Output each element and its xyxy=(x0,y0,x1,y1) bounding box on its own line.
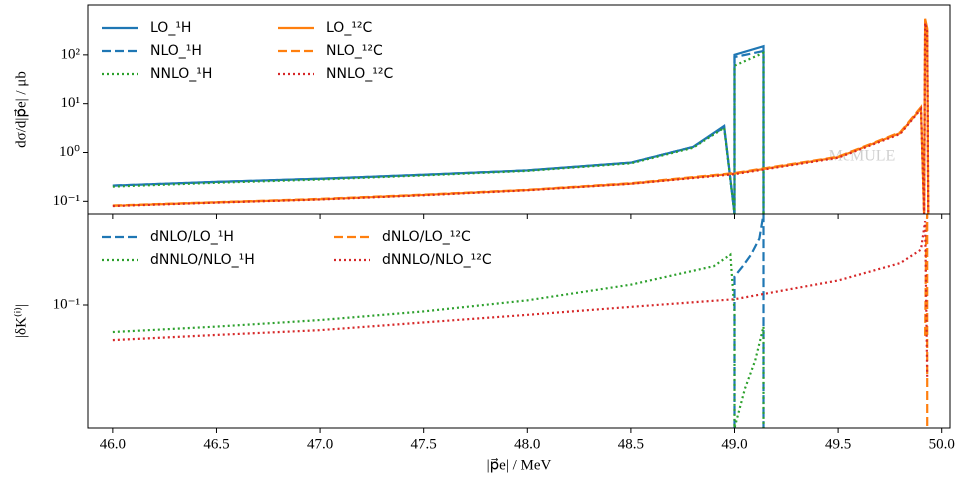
y-tick-label: 10⁻¹ xyxy=(53,193,80,209)
watermark: McMULE xyxy=(829,148,896,165)
series-line xyxy=(733,214,765,428)
legend-label: NLO_¹H xyxy=(150,43,202,59)
y-axis-label: dσ/d|p⃗e| / μb xyxy=(13,71,29,148)
x-tick-label: 50.0 xyxy=(929,436,955,452)
series-line xyxy=(112,18,930,214)
series-line xyxy=(112,252,765,428)
x-tick-label: 47.5 xyxy=(411,436,437,452)
x-tick-label: 49.0 xyxy=(721,436,747,452)
y-tick-label: 10¹ xyxy=(61,95,81,111)
x-tick-label: 46.0 xyxy=(100,436,126,452)
y-axis-label: |δK⁽ⁱ⁾| xyxy=(13,304,29,338)
x-tick-label: 49.5 xyxy=(825,436,851,452)
legend-label: NNLO_¹²C xyxy=(326,66,393,82)
series-line xyxy=(112,220,929,378)
plot-frame xyxy=(87,213,951,429)
legend-label: dNNLO/NLO_¹²C xyxy=(382,252,492,268)
x-axis-label: |p⃗e| / MeV xyxy=(487,457,552,473)
legend-label: LO_¹H xyxy=(150,20,191,36)
x-tick-label: 46.5 xyxy=(203,436,229,452)
legend-label: dNLO/LO_¹²C xyxy=(382,229,471,245)
legend-label: dNLO/LO_¹H xyxy=(150,229,234,245)
series-line xyxy=(112,20,930,214)
x-tick-label: 47.0 xyxy=(307,436,333,452)
legend-label: NNLO_¹H xyxy=(150,66,212,82)
series-line xyxy=(112,51,765,214)
legend-label: LO_¹²C xyxy=(326,20,373,36)
legend-label: dNNLO/NLO_¹H xyxy=(150,252,255,268)
x-tick-label: 48.0 xyxy=(514,436,540,452)
y-tick-label: 10⁻¹ xyxy=(53,296,80,312)
y-tick-label: 10⁰ xyxy=(59,144,80,160)
legend-label: NLO_¹²C xyxy=(326,43,383,59)
x-tick-label: 48.5 xyxy=(618,436,644,452)
series-line xyxy=(112,22,930,214)
y-tick-label: 10² xyxy=(61,46,81,62)
